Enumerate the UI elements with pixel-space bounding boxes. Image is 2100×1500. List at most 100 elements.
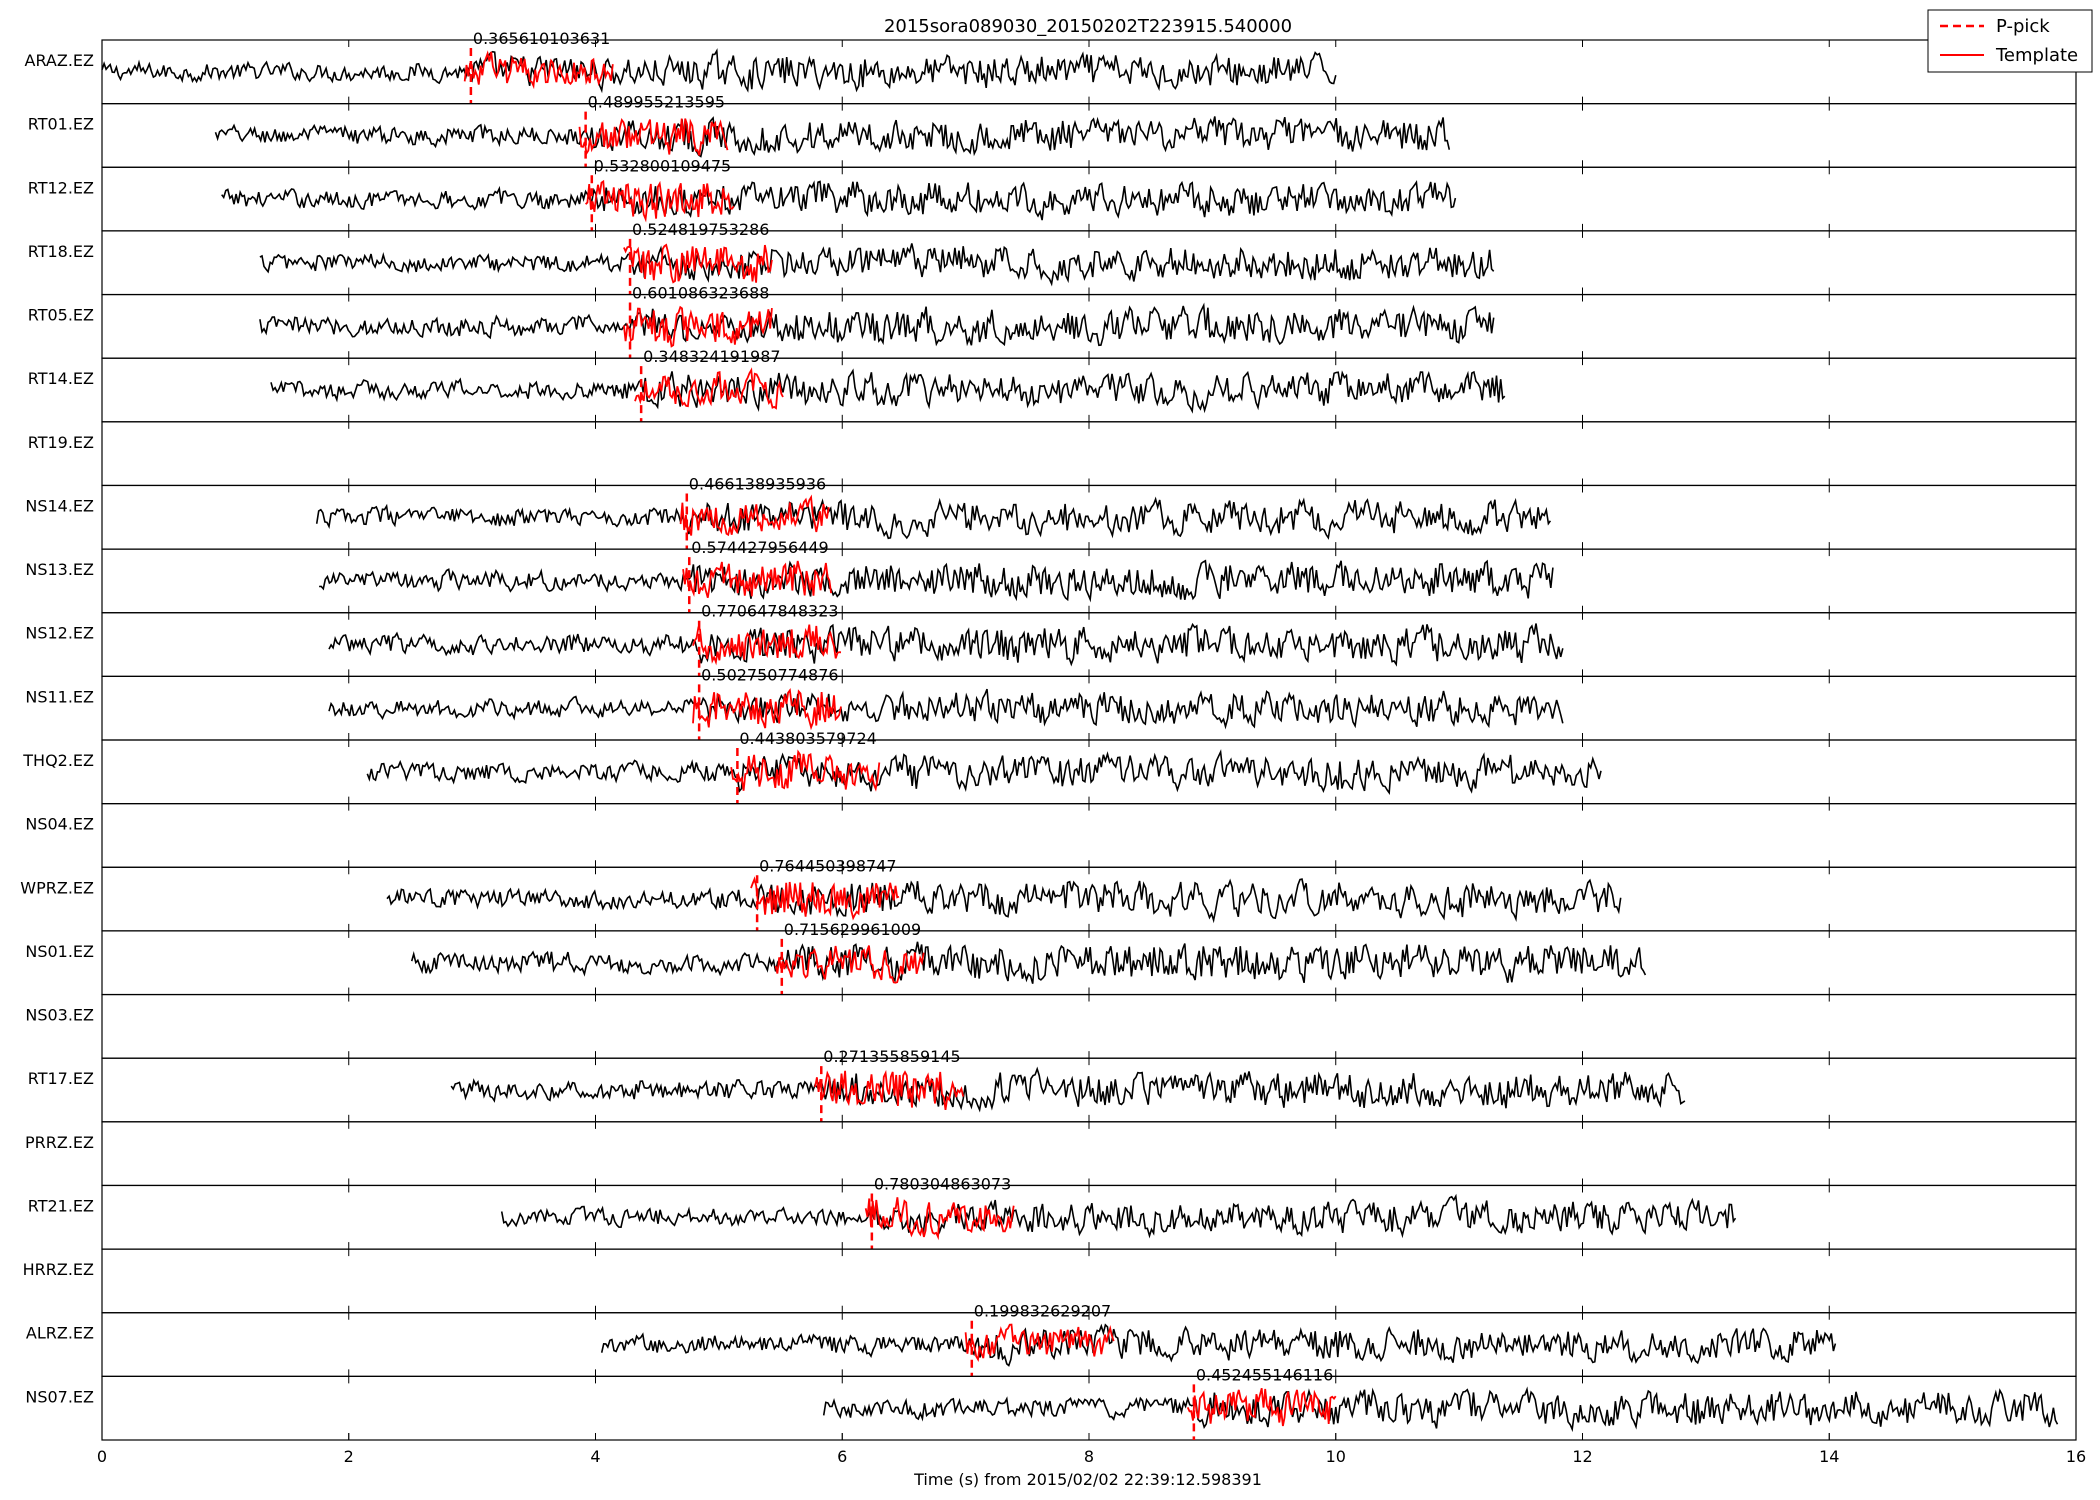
station-label: WPRZ.EZ (20, 878, 94, 897)
legend-frame (1927, 9, 2093, 73)
waveform-trace (450, 1066, 1686, 1113)
correlation-label: 0.574427956449 (691, 538, 828, 557)
correlation-label: 0.780304863073 (874, 1174, 1011, 1193)
correlation-label: 0.489955213595 (588, 93, 725, 112)
station-label: RT17.EZ (28, 1069, 94, 1088)
trace-panel-frame (101, 1057, 2077, 1123)
waveform-trace (221, 180, 1457, 221)
template-trace (623, 305, 773, 348)
x-tick-label: 0 (97, 1447, 107, 1466)
station-label: RT12.EZ (28, 178, 94, 197)
trace-panel-frame (101, 293, 2077, 359)
correlation-label: 0.199832629207 (974, 1302, 1111, 1321)
trace-panel: NS07.EZ 0.452455146116 (25, 1365, 2077, 1441)
waveform-trace (822, 1386, 2059, 1433)
station-label: NS01.EZ (25, 942, 94, 961)
correlation-label: 0.532800109475 (594, 156, 731, 175)
waveform-trace (315, 496, 1552, 540)
x-tick-label: 10 (1326, 1447, 1346, 1466)
trace-panel-frame (101, 421, 2077, 487)
template-trace (679, 494, 830, 537)
trace-panel: NS01.EZ 0.715629961009 (25, 920, 2077, 996)
trace-panel: RT12.EZ 0.532800109475 (28, 156, 2077, 232)
waveform-trace (328, 688, 1564, 730)
station-label: RT14.EZ (28, 369, 94, 388)
trace-panel: RT14.EZ 0.348324191987 (28, 347, 2077, 423)
waveform-trace (366, 749, 1602, 796)
template-trace (634, 367, 784, 410)
trace-panel-frame (101, 1121, 2077, 1187)
station-label: NS03.EZ (25, 1006, 94, 1025)
station-label: HRRZ.EZ (23, 1260, 94, 1279)
template-trace (578, 117, 729, 156)
station-label: RT05.EZ (28, 306, 94, 325)
correlation-label: 0.452455146116 (1196, 1365, 1333, 1384)
waveform-trace (214, 116, 1451, 158)
template-trace (730, 749, 881, 792)
station-label: THQ2.EZ (22, 751, 94, 770)
x-axis: 0 2 4 6 8 10 12 14 16 (97, 1433, 2086, 1466)
waveform-trace (328, 622, 1564, 667)
station-label: NS04.EZ (25, 815, 94, 834)
station-label: NS11.EZ (25, 687, 94, 706)
trace-panel: RT05.EZ 0.601086323688 (28, 284, 2077, 359)
trace-panel: NS04.EZ (25, 803, 2077, 868)
correlation-label: 0.443803579724 (739, 729, 876, 748)
trace-panel-frame (101, 803, 2077, 868)
trace-panel: RT17.EZ 0.271355859145 (28, 1047, 2077, 1123)
trace-panels: ARAZ.EZ 0.365610103631 RT01.EZ 0.4899552135… (20, 29, 2077, 1441)
station-label: RT21.EZ (28, 1196, 94, 1215)
waveform-trace (500, 1193, 1737, 1239)
trace-panel-frame (101, 993, 2077, 1059)
station-label: PRRZ.EZ (25, 1133, 94, 1152)
trace-panel: RT18.EZ 0.524819753286 (28, 220, 2077, 296)
correlation-label: 0.502750774876 (701, 665, 838, 684)
template-trace (463, 50, 614, 90)
chart-title: 2015sora089030_20150202T223915.540000 (884, 16, 1292, 37)
template-trace (814, 1069, 965, 1111)
correlation-label: 0.348324191987 (643, 347, 780, 366)
x-tick-label: 4 (590, 1447, 600, 1466)
waveform-trace (410, 941, 1647, 984)
waveform-trace (319, 559, 1554, 603)
correlation-label: 0.715629961009 (784, 920, 921, 939)
legend-template-label: Template (1995, 45, 2078, 66)
correlation-label: 0.770647848323 (701, 602, 838, 621)
correlation-label: 0.271355859145 (823, 1047, 960, 1066)
template-trace (1186, 1387, 1337, 1427)
template-trace (774, 945, 925, 984)
trace-panel: ARAZ.EZ 0.365610103631 (25, 29, 2077, 105)
correlation-label: 0.764450398747 (759, 856, 896, 875)
x-tick-label: 2 (344, 1447, 354, 1466)
trace-panel: RT01.EZ 0.489955213595 (28, 93, 2077, 168)
x-axis-label: Time (s) from 2015/02/02 22:39:12.598391 (913, 1470, 1262, 1489)
x-tick-label: 8 (1084, 1447, 1094, 1466)
x-tick-label: 6 (837, 1447, 847, 1466)
x-tick-label: 16 (2066, 1447, 2086, 1466)
trace-panel: ALRZ.EZ 0.199832629207 (26, 1302, 2077, 1377)
template-trace (585, 179, 735, 223)
template-trace (864, 1197, 1015, 1241)
trace-panel: PRRZ.EZ (25, 1121, 2077, 1187)
template-trace (692, 624, 842, 666)
trace-panel-frame (101, 103, 2077, 168)
trace-panel: NS11.EZ 0.502750774876 (25, 665, 2077, 741)
trace-panel: RT21.EZ 0.780304863073 (28, 1174, 2077, 1250)
x-tick-label: 12 (1572, 1447, 1592, 1466)
station-label: ARAZ.EZ (25, 51, 95, 70)
correlation-label: 0.601086323688 (632, 284, 769, 303)
correlation-label: 0.365610103631 (473, 29, 610, 48)
trace-panel: NS13.EZ 0.574427956449 (25, 538, 2077, 614)
station-label: RT19.EZ (28, 433, 94, 452)
trace-panel: WPRZ.EZ 0.764450398747 (20, 856, 2077, 932)
station-label: NS07.EZ (25, 1387, 94, 1406)
template-trace (964, 1323, 1115, 1362)
trace-panel-frame (101, 230, 2077, 296)
correlation-label: 0.466138935936 (689, 474, 826, 493)
waveform-trace (101, 48, 1337, 94)
legend-p-pick-label: P-pick (1996, 16, 2050, 37)
waveform-trace (270, 368, 1506, 414)
template-trace (623, 243, 773, 284)
waveform-trace (386, 878, 1622, 924)
